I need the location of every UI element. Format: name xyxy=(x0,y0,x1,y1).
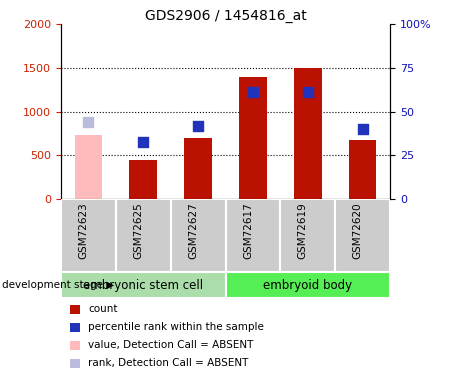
Text: GSM72619: GSM72619 xyxy=(298,202,308,259)
Text: GSM72617: GSM72617 xyxy=(243,202,253,259)
Bar xyxy=(239,77,267,199)
Text: GSM72627: GSM72627 xyxy=(188,202,198,259)
Text: value, Detection Call = ABSENT: value, Detection Call = ABSENT xyxy=(88,340,253,350)
Bar xyxy=(226,272,390,298)
Bar xyxy=(281,199,335,272)
Point xyxy=(194,123,202,129)
Text: development stage ▶: development stage ▶ xyxy=(2,280,115,290)
Point xyxy=(304,89,312,95)
Text: GSM72625: GSM72625 xyxy=(133,202,143,259)
Bar xyxy=(74,135,102,199)
Point xyxy=(85,119,92,125)
Bar xyxy=(294,68,322,199)
Bar xyxy=(184,138,212,199)
Text: GSM72620: GSM72620 xyxy=(353,202,363,259)
Bar xyxy=(170,199,226,272)
Bar xyxy=(116,199,170,272)
Text: GSM72623: GSM72623 xyxy=(78,202,88,259)
Text: rank, Detection Call = ABSENT: rank, Detection Call = ABSENT xyxy=(88,358,249,368)
Point xyxy=(359,126,366,132)
Bar xyxy=(61,199,116,272)
Text: embryonic stem cell: embryonic stem cell xyxy=(83,279,203,291)
Point xyxy=(249,89,257,95)
Text: count: count xyxy=(88,304,117,314)
Bar xyxy=(226,199,281,272)
Bar xyxy=(129,159,157,199)
Text: percentile rank within the sample: percentile rank within the sample xyxy=(88,322,264,332)
Bar xyxy=(335,199,390,272)
Point xyxy=(140,139,147,145)
Bar xyxy=(61,272,226,298)
Bar xyxy=(349,140,377,199)
Title: GDS2906 / 1454816_at: GDS2906 / 1454816_at xyxy=(145,9,306,23)
Text: embryoid body: embryoid body xyxy=(263,279,352,291)
